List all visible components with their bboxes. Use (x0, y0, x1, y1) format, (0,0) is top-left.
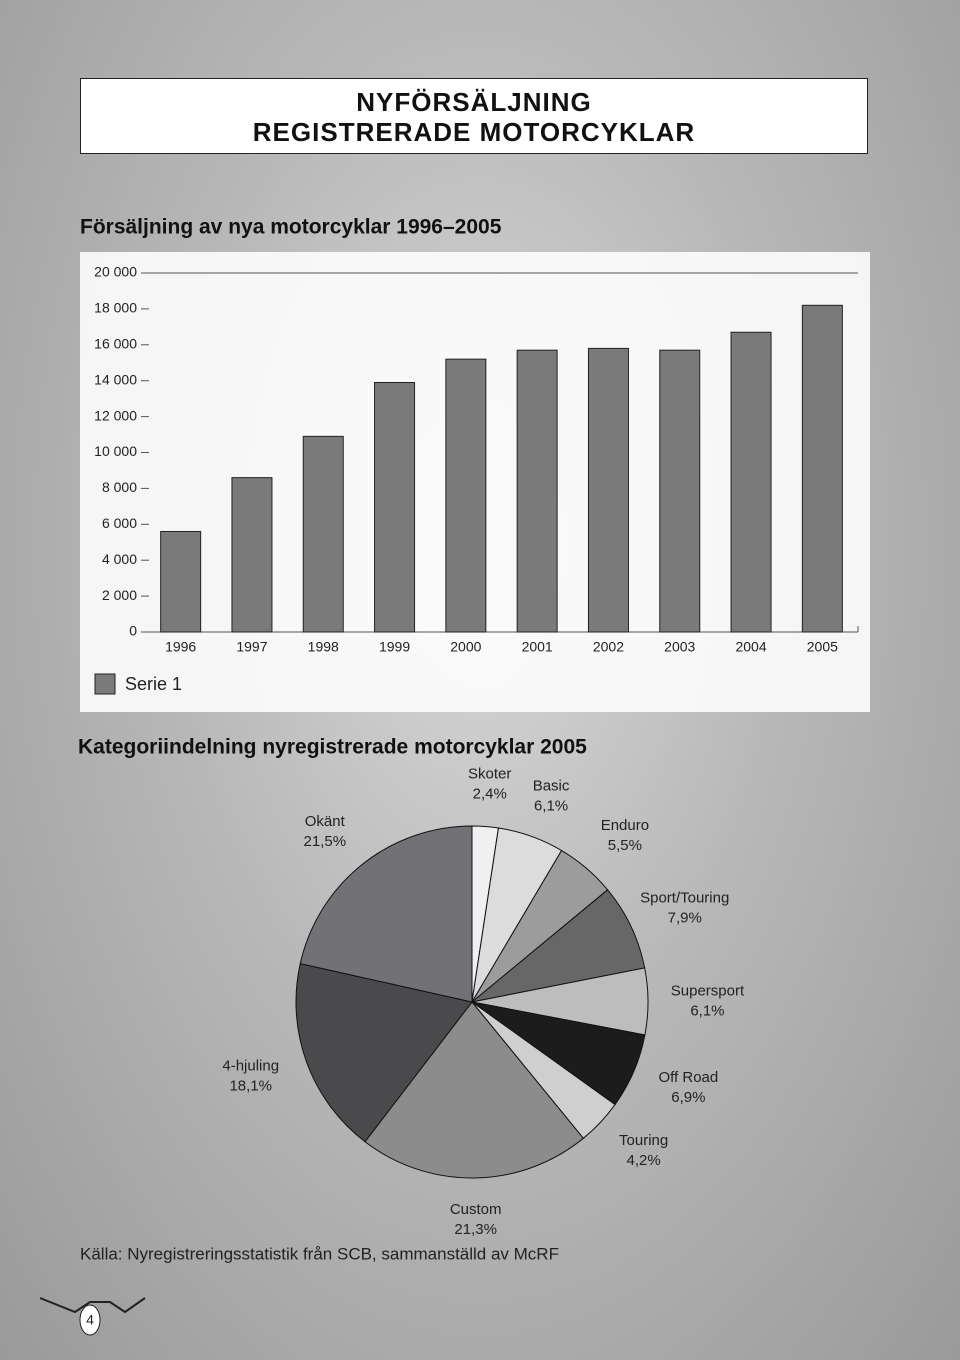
bar (445, 358, 487, 633)
x-tick-label: 1997 (236, 639, 267, 655)
page-ornament (39, 1297, 146, 1314)
x-tick-label: 2005 (807, 639, 838, 655)
x-tick-label: 2000 (450, 639, 481, 655)
pie-title: Kategoriindelning nyregistrerade motorcy… (78, 736, 587, 759)
y-tick-label: 4 000 (102, 551, 137, 567)
bar (730, 331, 772, 633)
y-tick-label: 2 000 (102, 587, 137, 603)
slice-name: Basic (533, 778, 570, 795)
slice-name: Okänt (305, 813, 346, 830)
bar (801, 304, 843, 633)
source: Källa: Nyregistreringsstatistik från SCB… (80, 1244, 559, 1263)
slice-value: 21,5% (304, 833, 347, 850)
slice-value: 18,1% (229, 1077, 272, 1094)
legend-swatch (94, 673, 116, 695)
pie-slice (299, 825, 473, 1003)
pie-slice (364, 1001, 585, 1179)
title-line: NYFÖRSÄLJNING (356, 87, 592, 117)
slice-value: 4,2% (627, 1152, 661, 1169)
bar (231, 477, 273, 633)
x-tick-label: 1996 (165, 639, 196, 655)
x-tick-label: 1998 (308, 639, 339, 655)
slice-name: Supersport (671, 982, 745, 999)
slice-value: 6,1% (690, 1002, 724, 1019)
y-tick-label: 18 000 (94, 300, 137, 316)
title-line: REGISTRERADE MOTORCYKLAR (252, 117, 696, 147)
bar-title: Försäljning av nya motorcyklar 1996–2005 (80, 216, 502, 239)
x-tick-label: 1999 (379, 639, 410, 655)
slice-name: Sport/Touring (640, 890, 729, 907)
slice-value: 5,5% (608, 837, 642, 854)
bar (659, 349, 701, 633)
y-tick-label: 6 000 (102, 515, 137, 531)
y-tick-label: 0 (129, 623, 137, 639)
y-tick-label: 20 000 (94, 264, 137, 280)
slice-name: Custom (450, 1201, 502, 1218)
x-tick-label: 2002 (593, 639, 624, 655)
slice-value: 6,9% (671, 1089, 705, 1106)
y-tick-label: 16 000 (94, 336, 137, 352)
y-tick-label: 10 000 (94, 443, 137, 459)
bar (374, 381, 416, 633)
x-tick-label: 2001 (522, 639, 553, 655)
x-tick-label: 2004 (735, 639, 766, 655)
pie-slice (295, 963, 473, 1143)
legend-label: Serie 1 (125, 674, 182, 694)
slice-value: 6,1% (534, 798, 568, 815)
page-badge (79, 1304, 101, 1336)
slice-name: Off Road (658, 1069, 718, 1086)
x-tick-label: 2003 (664, 639, 695, 655)
slice-name: 4-hjuling (222, 1057, 279, 1074)
title-box: NYFÖRSÄLJNING REGISTRERADE MOTORCYKLAR (80, 78, 868, 154)
slice-value: 7,9% (668, 910, 702, 927)
y-tick-label: 8 000 (102, 479, 137, 495)
slice-name: Skoter (468, 766, 511, 783)
bar (587, 347, 629, 633)
bar (516, 349, 558, 633)
y-tick-label: 12 000 (94, 407, 137, 423)
slice-name: Touring (619, 1132, 668, 1149)
bar (160, 530, 202, 633)
page-number: 4 (86, 1312, 94, 1328)
slice-name: Enduro (601, 817, 649, 834)
y-tick-label: 14 000 (94, 371, 137, 387)
slice-value: 2,4% (473, 786, 507, 803)
bar (302, 435, 344, 633)
slice-value: 21,3% (454, 1221, 497, 1238)
